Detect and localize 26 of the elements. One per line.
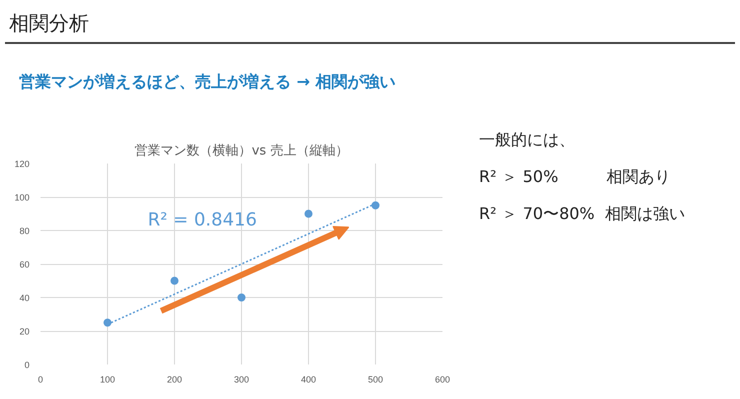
x-tick-label: 300 [234,374,250,384]
y-tick-label: 120 [14,159,30,169]
point [104,318,112,327]
x-tick-label: 400 [300,374,316,384]
y-tick-label: 20 [19,326,30,336]
text: R² ＞ 50% 相関あり [479,166,672,188]
point [238,294,246,302]
x-tick-label: 500 [368,374,384,384]
text: R² ＞ 70〜80% 相関は強い [479,202,685,225]
chart-title: 営業マン数（横軸）vs 売上（縦軸） [134,144,348,158]
text: 一般的には、 [479,129,576,151]
y-tick-label: 0 [24,360,30,370]
y-tick-label: 100 [14,192,30,202]
y-tick-label: 60 [19,260,30,270]
annotation: R² = 0.8416 [148,210,257,230]
y-tick-label: 40 [19,293,30,303]
y-tick-label: 80 [19,226,30,236]
point [304,210,312,218]
x-tick-label: 200 [166,374,182,384]
point [170,276,178,285]
text: 相関分析 [5,5,735,44]
chart-subtitle: 営業マンが増えるほど、売上が増える → 相関が強い [18,71,396,93]
x-tick-label: 100 [100,374,116,384]
point [372,201,380,210]
x-tick-label: 0 [38,374,44,384]
x-tick-label: 600 [434,374,450,384]
